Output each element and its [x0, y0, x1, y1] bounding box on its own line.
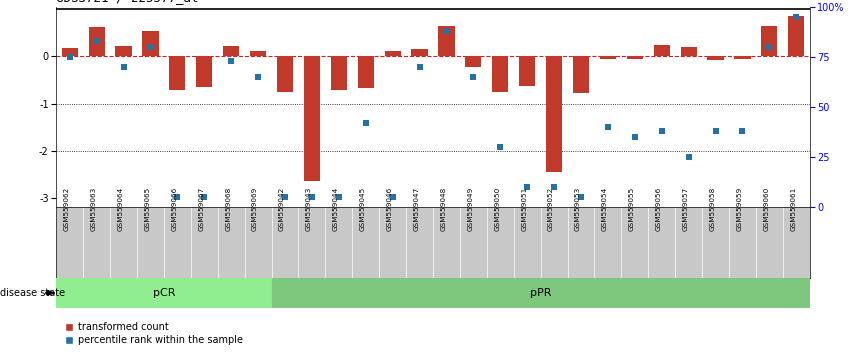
Bar [88, 27, 105, 57]
Point [789, 14, 803, 20]
Text: GSM559058: GSM559058 [709, 187, 715, 232]
Text: GSM559064: GSM559064 [118, 187, 124, 232]
Text: GSM559051: GSM559051 [521, 187, 527, 232]
Text: GSM559060: GSM559060 [763, 187, 769, 232]
Text: GSM559057: GSM559057 [682, 187, 688, 232]
Text: GSM559061: GSM559061 [791, 187, 796, 232]
Text: GSM559055: GSM559055 [629, 187, 635, 232]
Point [547, 184, 561, 190]
Bar [358, 57, 374, 88]
Text: GSM559067: GSM559067 [198, 187, 204, 232]
Text: GSM559050: GSM559050 [494, 187, 501, 232]
Text: GSM559063: GSM559063 [91, 187, 97, 232]
Point [144, 44, 158, 50]
Bar [115, 46, 132, 57]
Point [655, 128, 669, 134]
Bar [761, 26, 778, 57]
Text: GSM559048: GSM559048 [441, 187, 447, 232]
Bar [654, 45, 669, 57]
Point [735, 128, 749, 134]
Point [278, 194, 292, 200]
Point [305, 194, 319, 200]
Point [520, 184, 534, 190]
Point [197, 194, 211, 200]
Text: GSM559046: GSM559046 [386, 187, 392, 232]
Point [467, 74, 481, 80]
Bar [197, 57, 212, 87]
Point [601, 124, 615, 130]
Point [708, 128, 722, 134]
Bar [734, 57, 751, 59]
Text: GSM559059: GSM559059 [736, 187, 742, 232]
Text: GSM559044: GSM559044 [333, 187, 339, 232]
Point [63, 54, 77, 60]
Text: GSM559045: GSM559045 [359, 187, 365, 232]
Bar [788, 17, 805, 57]
Point [412, 64, 426, 70]
Bar [492, 57, 508, 92]
Bar [142, 30, 158, 57]
Bar [277, 57, 293, 92]
Bar [61, 48, 78, 57]
Text: pPR: pPR [530, 288, 552, 298]
Text: GSM559056: GSM559056 [656, 187, 662, 232]
Text: GSM559054: GSM559054 [602, 187, 608, 232]
Bar [170, 57, 185, 90]
Point [574, 194, 588, 200]
Text: disease state: disease state [0, 288, 65, 298]
Text: GSM559068: GSM559068 [225, 187, 231, 232]
Text: GDS3721 / 225577_at: GDS3721 / 225577_at [56, 0, 199, 5]
Text: GSM559047: GSM559047 [414, 187, 419, 232]
Point [385, 194, 399, 200]
Text: GSM559043: GSM559043 [306, 187, 312, 232]
Legend: transformed count, percentile rank within the sample: transformed count, percentile rank withi… [61, 319, 247, 349]
Point [332, 194, 346, 200]
Point [224, 58, 238, 64]
Text: pCR: pCR [152, 288, 175, 298]
Text: GSM559042: GSM559042 [279, 187, 285, 232]
Bar [272, 279, 810, 307]
Bar [250, 51, 266, 57]
Bar [411, 50, 428, 57]
Bar [519, 57, 535, 86]
Bar [304, 57, 320, 181]
Bar [546, 57, 562, 172]
Bar [708, 57, 724, 60]
Bar [223, 46, 239, 57]
Text: GSM559052: GSM559052 [548, 187, 554, 232]
Text: GSM559066: GSM559066 [171, 187, 178, 232]
Text: GSM559049: GSM559049 [468, 187, 474, 232]
Point [171, 194, 184, 200]
Point [117, 64, 131, 70]
Point [494, 144, 507, 150]
Text: GSM559062: GSM559062 [64, 187, 70, 232]
Text: GSM559065: GSM559065 [145, 187, 151, 232]
Text: GSM559053: GSM559053 [575, 187, 581, 232]
Point [359, 120, 372, 126]
Point [682, 154, 695, 160]
Point [762, 44, 776, 50]
Bar [56, 279, 272, 307]
Point [440, 28, 454, 34]
Point [628, 134, 642, 140]
Point [251, 74, 265, 80]
Point [90, 38, 104, 44]
Bar [385, 51, 401, 57]
Bar [438, 26, 455, 57]
Bar [465, 57, 481, 67]
Bar [627, 57, 643, 59]
Bar [600, 57, 616, 59]
Text: GSM559069: GSM559069 [252, 187, 258, 232]
Bar [331, 57, 347, 90]
Bar [573, 57, 589, 93]
Bar [681, 47, 697, 57]
